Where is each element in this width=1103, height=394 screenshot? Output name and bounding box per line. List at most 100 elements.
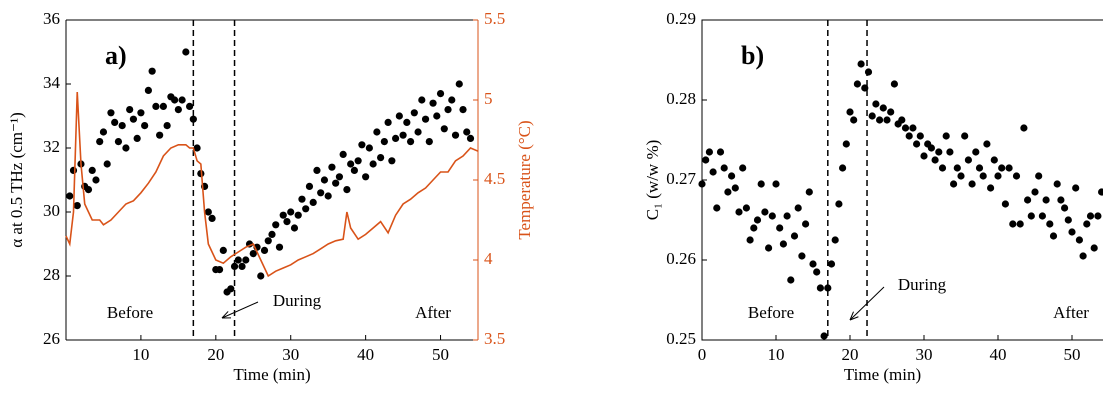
data-point: [1086, 212, 1095, 220]
data-point: [171, 96, 179, 104]
data-point: [716, 148, 725, 156]
data-point: [373, 128, 381, 136]
data-point: [1024, 196, 1032, 204]
data-point: [189, 115, 197, 123]
data-point: [802, 220, 810, 228]
y-axis-label: C₁ (w/w %): [643, 140, 662, 221]
data-point: [964, 156, 973, 164]
data-point: [1068, 228, 1076, 236]
arrow-head: [849, 311, 859, 321]
data-point: [957, 172, 965, 180]
data-point: [320, 176, 329, 184]
data-point: [178, 96, 186, 104]
data-point: [1042, 196, 1050, 204]
y-tick-label: 30: [43, 201, 60, 220]
data-point: [816, 284, 825, 292]
data-point: [898, 116, 906, 124]
data-point: [377, 154, 385, 162]
data-point: [839, 164, 847, 172]
data-point: [765, 244, 773, 252]
data-point: [275, 243, 284, 251]
data-point: [916, 132, 924, 140]
data-point: [820, 332, 828, 340]
annotation: During: [273, 291, 322, 310]
data-point: [466, 134, 475, 142]
data-point: [451, 131, 460, 139]
data-point: [968, 180, 976, 188]
x-tick-label: 0: [698, 345, 707, 364]
data-point: [994, 172, 1002, 180]
data-point: [1016, 220, 1024, 228]
data-point: [193, 144, 201, 152]
data-point: [144, 86, 152, 94]
data-point: [459, 106, 467, 114]
x-tick-label: 20: [842, 345, 859, 364]
data-point: [905, 132, 913, 140]
data-point: [798, 252, 806, 260]
data-point: [384, 118, 392, 126]
data-point: [111, 118, 119, 126]
data-point: [1079, 252, 1087, 260]
data-point: [92, 176, 100, 184]
data-point: [406, 138, 415, 146]
panel-label: a): [105, 41, 127, 70]
y-tick-label: 0.28: [666, 89, 696, 108]
y2-axis-label: Temperature (°C): [515, 120, 534, 239]
data-point: [362, 173, 370, 181]
data-point: [204, 208, 212, 216]
data-point: [1094, 212, 1102, 220]
data-point: [107, 109, 115, 117]
data-point: [380, 138, 388, 146]
data-point: [750, 224, 758, 232]
data-point: [739, 164, 747, 172]
data-point: [208, 214, 216, 222]
x-tick-label: 40: [990, 345, 1007, 364]
data-point: [872, 100, 880, 108]
data-point: [913, 140, 921, 148]
data-point: [227, 285, 235, 293]
data-point: [455, 80, 463, 88]
data-point: [1064, 216, 1072, 224]
data-point: [935, 148, 943, 156]
arrow-shaft: [849, 286, 885, 321]
data-point: [890, 80, 899, 88]
data-point: [463, 128, 471, 136]
data-point: [824, 284, 832, 292]
x-tick-label: 20: [207, 345, 224, 364]
data-point: [313, 166, 321, 174]
annotation: During: [898, 275, 947, 294]
data-point: [757, 180, 765, 188]
data-point: [1005, 164, 1013, 172]
data-point: [96, 138, 104, 146]
data-point: [219, 246, 227, 254]
x-tick-label: 50: [432, 345, 449, 364]
data-point: [302, 205, 310, 213]
data-point: [358, 141, 366, 149]
y-tick-label: 0.27: [666, 169, 696, 188]
data-point: [776, 224, 784, 232]
data-point: [133, 134, 141, 142]
data-point: [324, 192, 332, 200]
data-point: [1031, 188, 1039, 196]
y2-tick-label: 4: [484, 249, 493, 268]
data-point: [238, 262, 246, 270]
data-point: [842, 140, 850, 148]
data-point: [864, 68, 873, 76]
data-point: [887, 108, 895, 116]
data-point: [347, 160, 355, 168]
data-point: [975, 164, 984, 172]
annotation: After: [1053, 303, 1089, 322]
data-point: [444, 106, 452, 114]
data-point: [831, 236, 839, 244]
data-point: [901, 124, 910, 132]
data-point: [720, 164, 728, 172]
data-point: [724, 188, 732, 196]
data-point: [137, 109, 145, 117]
y-tick-label: 0.25: [666, 329, 696, 348]
x-tick-label: 40: [357, 345, 374, 364]
y2-tick-label: 3.5: [484, 329, 505, 348]
data-point: [395, 112, 403, 120]
y-tick-label: 36: [43, 9, 60, 28]
data-point: [365, 144, 373, 152]
